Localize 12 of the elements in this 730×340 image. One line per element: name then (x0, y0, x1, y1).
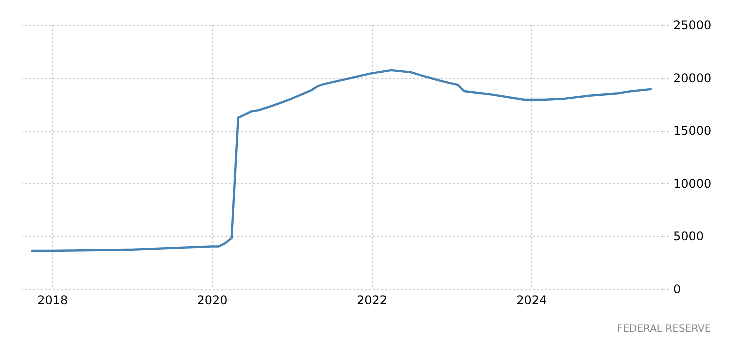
x-tick-label: 2022 (357, 294, 388, 308)
y-tick-label: 25000 (674, 18, 712, 32)
x-tick-label: 2024 (516, 294, 548, 308)
y-tick-label: 0 (674, 282, 682, 296)
line-series (31, 69, 652, 252)
y-tick-label: 5000 (674, 230, 704, 244)
x-tick-label: 2020 (197, 294, 228, 308)
y-tick-label: 20000 (674, 71, 712, 86)
y-tick-label: 15000 (674, 124, 712, 138)
y-tick-label: 10000 (674, 176, 712, 191)
text: FEDERAL RESERVE (617, 324, 712, 335)
x-tick-label: 2018 (38, 294, 68, 308)
